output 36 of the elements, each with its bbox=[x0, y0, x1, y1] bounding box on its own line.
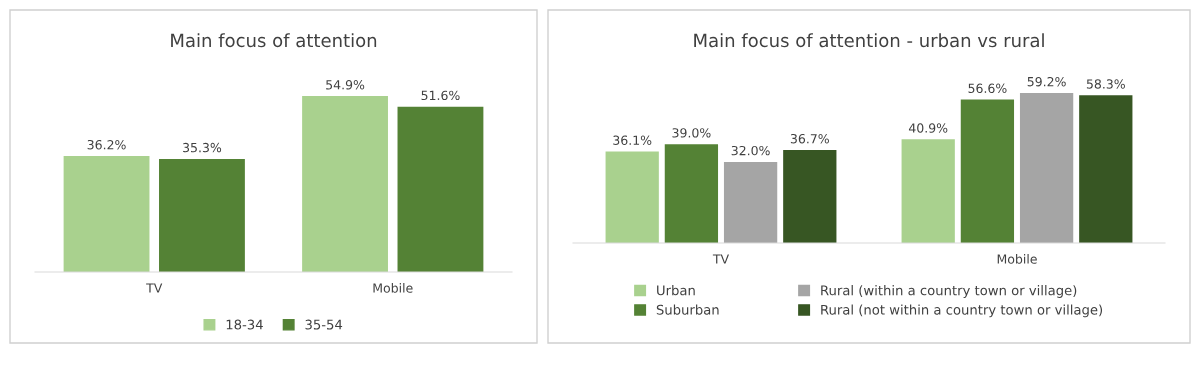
x-tick-label: TV bbox=[712, 254, 729, 264]
bar bbox=[901, 139, 955, 243]
data-label: 54.9% bbox=[326, 80, 365, 90]
data-label: 40.9% bbox=[908, 123, 948, 133]
bar bbox=[723, 161, 778, 243]
bar bbox=[63, 156, 150, 272]
data-label: 51.6% bbox=[421, 90, 460, 101]
x-tick-label: TV bbox=[146, 283, 163, 293]
legend-label: 18-34 bbox=[226, 319, 263, 330]
bar bbox=[1079, 95, 1133, 243]
x-tick-label: Mobile bbox=[997, 254, 1037, 264]
chart-title: Main focus of attention - urban vs rural bbox=[694, 33, 1044, 48]
data-label: 39.0% bbox=[672, 128, 711, 138]
bar bbox=[302, 96, 388, 272]
bar bbox=[664, 144, 719, 243]
data-label: 36.1% bbox=[613, 135, 652, 145]
bar bbox=[159, 158, 245, 272]
data-label: 35.3% bbox=[183, 142, 222, 153]
chart-title: Main focus of attention bbox=[171, 33, 377, 48]
legend-label: 35-54 bbox=[305, 319, 343, 330]
x-tick-label: Mobile bbox=[373, 283, 413, 293]
data-label: 59.2% bbox=[1027, 76, 1066, 87]
data-label: 32.0% bbox=[731, 145, 770, 156]
legend-label: Rural (within a country town or village) bbox=[821, 285, 1077, 298]
bar bbox=[960, 99, 1015, 243]
legend-label: Urban bbox=[657, 285, 695, 296]
data-label: 36.2% bbox=[87, 139, 126, 150]
legend-label: Suburban bbox=[656, 304, 719, 315]
bar bbox=[397, 106, 484, 272]
bar bbox=[1019, 93, 1074, 243]
data-label: 56.6% bbox=[968, 83, 1007, 93]
bar bbox=[605, 151, 659, 243]
data-label: 36.7% bbox=[790, 133, 829, 144]
data-label: 58.3% bbox=[1086, 79, 1125, 89]
legend-label: Rural (not within a country town or village) bbox=[821, 304, 1103, 318]
bar bbox=[783, 150, 837, 243]
